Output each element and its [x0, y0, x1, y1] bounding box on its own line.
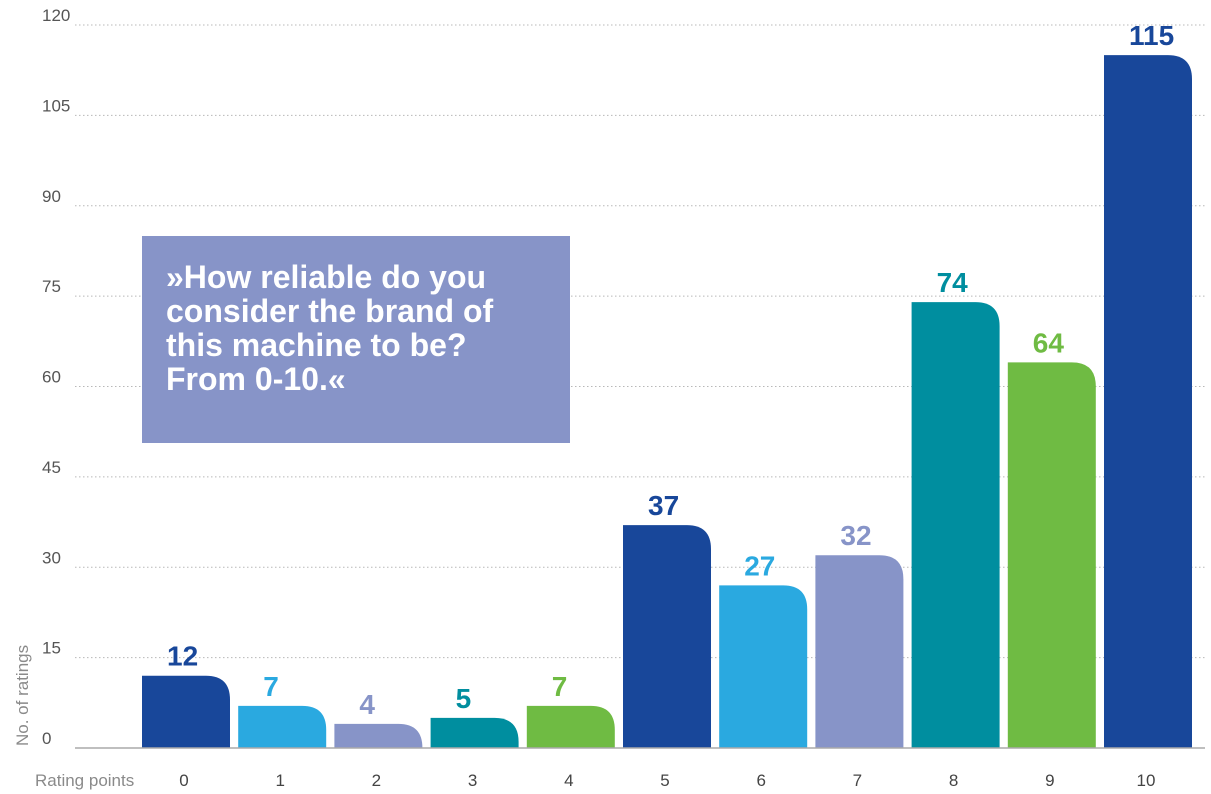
bar-rating-2 — [334, 723, 423, 748]
value-label-5: 37 — [648, 490, 679, 521]
value-label-8: 74 — [937, 267, 969, 298]
value-label-0: 12 — [167, 641, 198, 672]
bar-rating-0 — [142, 675, 230, 748]
y-tick-label: 30 — [42, 548, 61, 567]
bar-rating-3 — [430, 717, 519, 748]
x-tick-label: 4 — [564, 771, 573, 790]
value-label-2: 4 — [359, 689, 375, 720]
y-tick-label: 15 — [42, 639, 61, 658]
value-label-10: 115 — [1129, 20, 1174, 51]
x-tick-label: 1 — [275, 771, 284, 790]
bar-rating-4 — [526, 705, 615, 748]
x-tick-label: 8 — [949, 771, 958, 790]
x-tick-label: 10 — [1137, 771, 1156, 790]
y-tick-label: 120 — [42, 6, 70, 25]
x-tick-label: 7 — [853, 771, 862, 790]
bar-rating-9 — [1007, 362, 1096, 748]
bars — [142, 55, 1192, 748]
value-label-1: 7 — [263, 671, 279, 702]
y-tick-label: 75 — [42, 277, 61, 296]
x-tick-label: 3 — [468, 771, 477, 790]
x-axis-ticks: 0 1 2 3 4 5 6 7 8 9 10 — [179, 771, 1155, 790]
value-label-6: 27 — [744, 550, 775, 581]
y-tick-label: 60 — [42, 368, 61, 387]
x-tick-label: 0 — [179, 771, 188, 790]
x-axis-title: Rating points — [35, 771, 134, 790]
question-text: »How reliable do you consider the brand … — [166, 259, 494, 397]
question-box: »How reliable do you consider the brand … — [142, 236, 570, 443]
y-tick-label: 105 — [42, 96, 70, 115]
value-label-9: 64 — [1033, 327, 1065, 358]
bar-rating-8 — [911, 302, 1000, 748]
x-tick-label: 2 — [372, 771, 381, 790]
value-label-7: 32 — [840, 520, 871, 551]
bar-rating-7 — [815, 555, 904, 748]
value-label-3: 5 — [456, 683, 472, 714]
bar-rating-10 — [1104, 55, 1192, 748]
y-axis-ticks: 0 15 30 45 60 75 90 105 120 — [42, 6, 70, 748]
x-tick-label: 5 — [660, 771, 669, 790]
x-tick-label: 9 — [1045, 771, 1054, 790]
x-tick-label: 6 — [756, 771, 765, 790]
y-tick-label: 45 — [42, 458, 61, 477]
bar-rating-5 — [623, 525, 711, 748]
y-axis-title: No. of ratings — [13, 645, 32, 746]
y-tick-label: 90 — [42, 187, 61, 206]
bar-rating-6 — [719, 585, 808, 748]
bar-rating-1 — [238, 705, 327, 748]
value-label-4: 7 — [552, 671, 568, 702]
y-tick-label: 0 — [42, 729, 51, 748]
